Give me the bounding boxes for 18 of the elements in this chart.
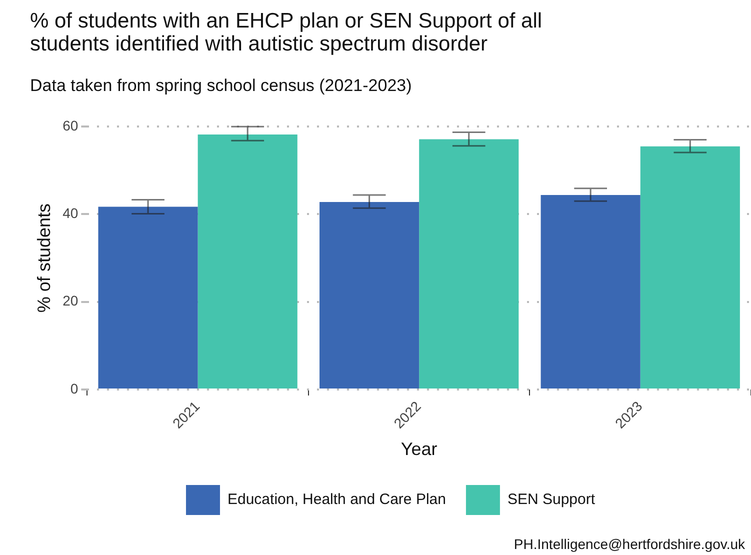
y-tick-label: 0 xyxy=(70,380,78,396)
chart-subtitle: Data taken from spring school census (2021-2023) xyxy=(30,76,412,96)
y-tick-label: 60 xyxy=(62,117,78,134)
y-tick-label: 20 xyxy=(62,292,78,309)
bar xyxy=(320,202,420,388)
bar xyxy=(540,194,640,388)
bar xyxy=(640,146,740,388)
text: PH.Intelligence@hertfordshire.gov.uk xyxy=(514,536,746,552)
legend-label: SEN Support xyxy=(507,491,596,508)
y-tick-label: 40 xyxy=(62,205,78,222)
legend-label: Education, Health and Care Plan xyxy=(227,491,446,508)
text: % of students with an EHCP plan or SEN Support of all xyxy=(30,9,542,32)
bar xyxy=(419,139,519,388)
bar xyxy=(198,134,298,388)
y-axis-title: % of students xyxy=(34,204,54,313)
text: students identified with autistic spectrum disorder xyxy=(30,32,488,56)
x-axis-title: Year xyxy=(400,439,438,460)
bar xyxy=(98,206,198,388)
